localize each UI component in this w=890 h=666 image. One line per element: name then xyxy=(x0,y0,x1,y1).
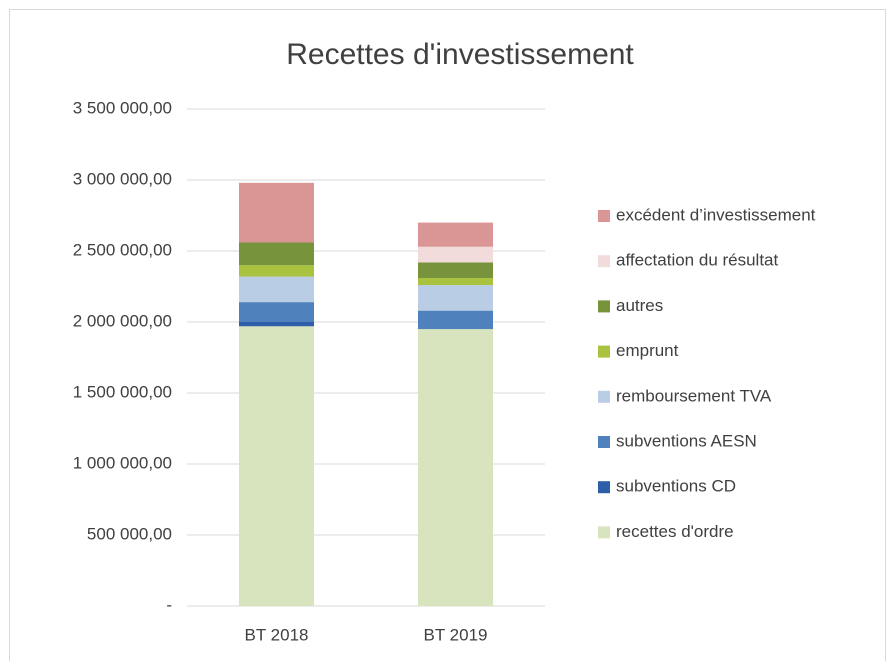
legend-swatch xyxy=(598,210,610,222)
bar-segment xyxy=(239,302,314,322)
bar-segment xyxy=(418,222,493,247)
chart-title: Recettes d'investissement xyxy=(286,38,634,71)
x-tick-label: BT 2018 xyxy=(245,625,309,644)
legend-label: emprunt xyxy=(616,341,679,360)
legend-swatch xyxy=(598,300,610,313)
legend-swatch xyxy=(598,345,610,358)
legend-label: remboursement TVA xyxy=(616,386,772,405)
bar-segment xyxy=(418,310,493,330)
legend-label: subventions AESN xyxy=(616,431,757,450)
legend-label: affectation du résultat xyxy=(616,251,779,270)
bar-segment xyxy=(239,276,314,303)
bar-segment xyxy=(418,285,493,311)
bar-segment xyxy=(418,246,493,263)
bar-segment xyxy=(239,242,314,266)
legend-swatch xyxy=(598,390,610,403)
legend-swatch xyxy=(598,436,610,448)
bar-segment xyxy=(418,329,493,606)
y-tick-label: 1 000 000,00 xyxy=(73,453,172,472)
y-tick-label: - xyxy=(166,595,172,614)
legend-label: recettes d'ordre xyxy=(616,522,734,541)
bar-segment xyxy=(418,262,493,278)
y-tick-label: 1 500 000,00 xyxy=(73,382,172,401)
y-tick-label: 500 000,00 xyxy=(87,524,172,543)
legend-label: autres xyxy=(616,296,663,315)
y-tick-label: 2 500 000,00 xyxy=(73,240,172,259)
y-tick-label: 3 000 000,00 xyxy=(73,169,172,188)
y-tick-label: 2 000 000,00 xyxy=(73,311,172,330)
legend-swatch xyxy=(598,481,610,494)
bar-segment xyxy=(418,277,493,286)
bar-segment xyxy=(239,265,314,277)
x-tick-label: BT 2019 xyxy=(424,625,488,644)
y-tick-label: 3 500 000,00 xyxy=(73,98,172,117)
legend-label: subventions CD xyxy=(616,477,736,496)
legend-label: excédent d’investissement xyxy=(616,205,816,224)
bar-segment xyxy=(239,182,314,243)
bar-segment xyxy=(239,326,314,606)
legend-swatch xyxy=(598,255,610,268)
legend-swatch xyxy=(598,526,610,539)
bar-segment xyxy=(239,322,314,327)
